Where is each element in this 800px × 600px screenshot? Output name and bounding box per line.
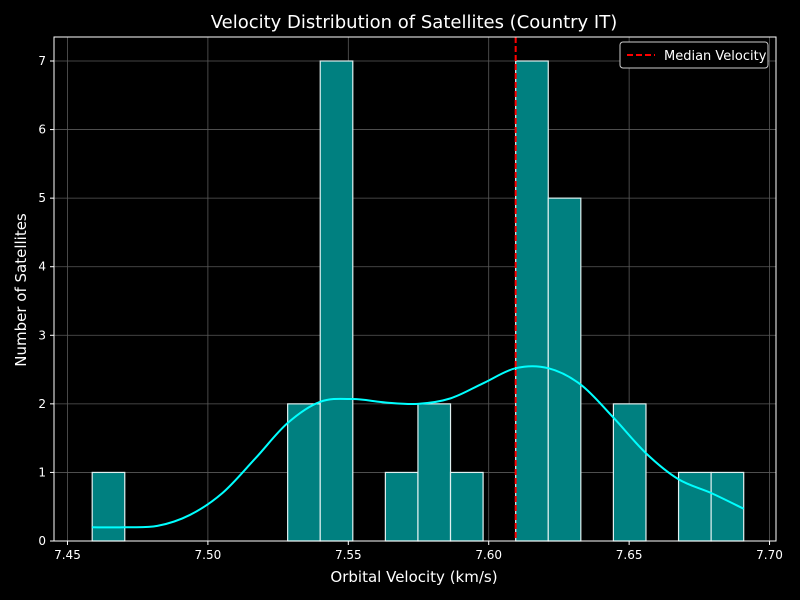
x-tick-label: 7.65: [616, 548, 643, 562]
y-tick-label: 7: [38, 54, 46, 68]
grid-lines: [54, 37, 776, 542]
tick-labels: 7.45 7.50 7.55 7.60 7.65 7.70 0 1 2 3 4 5 6 7: [38, 54, 783, 562]
legend-median-label: Median Velocity: [664, 49, 767, 64]
legend: Median Velocity: [619, 41, 769, 69]
y-tick-label: 0: [38, 534, 46, 548]
histogram-bar: [287, 403, 321, 542]
kde-curve-group: [92, 365, 745, 529]
histogram-bar: [319, 60, 354, 542]
x-tick-label: 7.50: [195, 548, 222, 562]
x-tick-label: 7.60: [475, 548, 502, 562]
histogram-bar: [612, 403, 647, 542]
axes: [53, 36, 777, 542]
y-tick-label: 4: [38, 260, 46, 274]
y-axis-label: Number of Satellites: [12, 213, 30, 367]
histogram-bar: [515, 60, 549, 542]
x-tick-label: 7.55: [335, 548, 362, 562]
y-tick-label: 3: [38, 328, 46, 342]
histogram-bar: [91, 471, 126, 542]
histogram-bar: [449, 471, 484, 542]
x-tick-label: 7.45: [54, 548, 81, 562]
legend-box: [619, 41, 769, 69]
x-tick-label: 7.70: [756, 548, 783, 562]
kde-curve: [92, 365, 745, 529]
y-tick-label: 2: [38, 397, 46, 411]
plot-frame: [53, 36, 777, 542]
histogram-bar: [384, 471, 419, 542]
histogram-bar: [417, 403, 452, 542]
x-axis-label: Orbital Velocity (km/s): [330, 568, 497, 586]
y-tick-label: 1: [38, 465, 46, 479]
y-tick-label: 6: [38, 123, 46, 137]
histogram-bars: [91, 60, 745, 542]
chart-title: Velocity Distribution of Satellites (Cou…: [211, 12, 618, 33]
y-tick-label: 5: [38, 191, 46, 205]
